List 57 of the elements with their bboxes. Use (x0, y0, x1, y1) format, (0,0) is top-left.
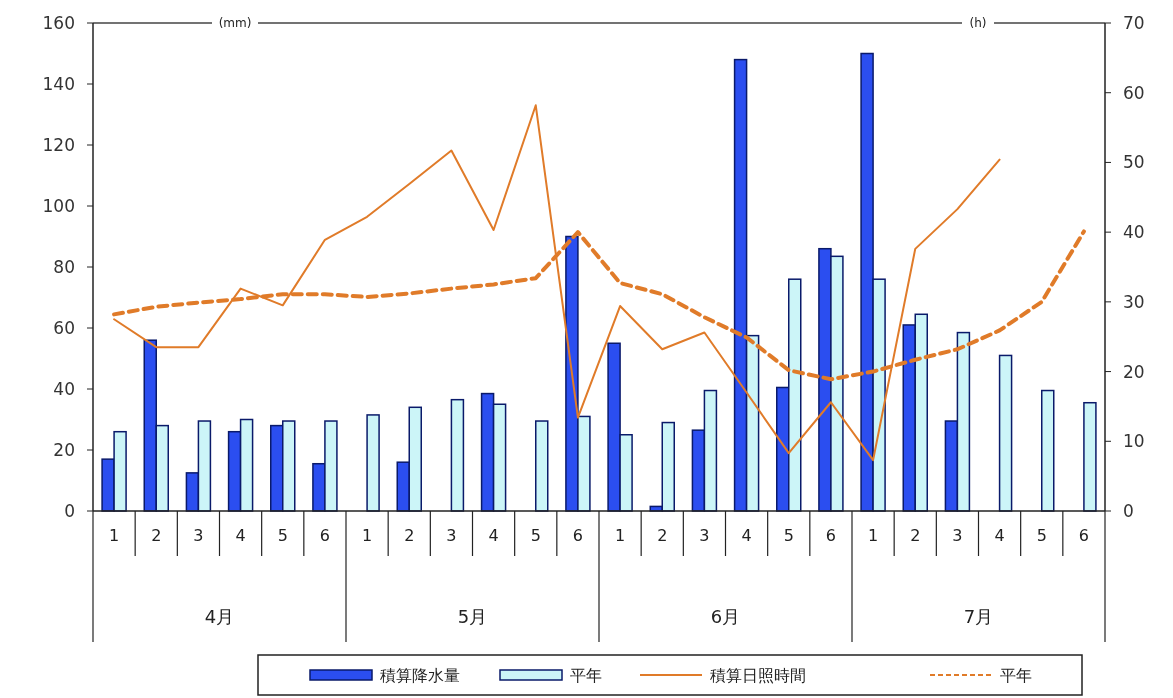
bar (450, 398, 465, 512)
x-tick-label: 1 (108, 526, 120, 545)
x-tick-label: 3 (952, 526, 963, 545)
x-tick-label: 6 (825, 526, 837, 545)
y2-tick-label: 10 (1123, 431, 1145, 452)
legend-label: 積算降水量 (380, 666, 460, 685)
x-tick-label: 6 (319, 526, 331, 545)
y-tick-label: 120 (42, 135, 75, 155)
x-tick-label: 4 (488, 526, 499, 545)
text: 4月 (204, 606, 235, 627)
y2-tick-label: 20 (1123, 361, 1145, 382)
y2-axis-title: (h) (969, 16, 987, 30)
y-tick-label: 160 (42, 13, 75, 33)
y-tick-label: 80 (53, 257, 75, 277)
y-tick-label: 0 (64, 501, 75, 521)
x-tick-label: 5 (277, 526, 288, 545)
bar (1083, 401, 1097, 512)
bar (366, 414, 380, 512)
y-tick-label: 40 (53, 379, 75, 399)
y2-tick-label: 40 (1123, 222, 1145, 243)
x-tick-label: 6 (572, 526, 584, 545)
y2-tick-label: 60 (1123, 82, 1145, 103)
text: 5月 (457, 606, 488, 627)
x-tick-label: 3 (699, 526, 710, 545)
x-tick-label: 2 (151, 526, 162, 545)
x-tick-label: 3 (193, 526, 204, 545)
y-tick-label: 140 (42, 74, 75, 94)
x-tick-label: 2 (404, 526, 415, 545)
y-axis-title: (mm) (218, 16, 252, 30)
x-tick-label: 5 (1036, 526, 1047, 545)
y-tick-label: 20 (53, 440, 75, 460)
bar (1041, 389, 1055, 512)
legend-label: 積算日照時間 (710, 666, 806, 685)
x-tick-label: 4 (235, 526, 246, 545)
x-tick-label: 5 (783, 526, 794, 545)
legend-label: 平年 (1000, 666, 1032, 685)
y2-tick-label: 30 (1123, 291, 1145, 312)
x-tick-label: 1 (614, 526, 626, 545)
y2-tick-label: 70 (1123, 13, 1145, 33)
x-tick-label: 4 (741, 526, 752, 545)
y2-tick-label: 50 (1123, 152, 1145, 173)
x-tick-label: 1 (361, 526, 373, 545)
x-tick-label: 2 (657, 526, 668, 545)
x-tick-label: 4 (994, 526, 1005, 545)
x-tick-label: 5 (530, 526, 541, 545)
text: 7月 (963, 606, 994, 627)
x-tick-label: 3 (446, 526, 457, 545)
x-tick-label: 6 (1078, 526, 1090, 545)
x-tick-label: 2 (910, 526, 921, 545)
text: 6月 (710, 606, 741, 627)
y-tick-label: 60 (53, 318, 75, 338)
y2-tick-label: 0 (1123, 501, 1134, 521)
bar (998, 354, 1013, 512)
legend-label: 平年 (570, 666, 602, 685)
x-tick-label: 1 (867, 526, 879, 545)
bar (535, 420, 549, 512)
y-tick-label: 100 (42, 196, 75, 216)
